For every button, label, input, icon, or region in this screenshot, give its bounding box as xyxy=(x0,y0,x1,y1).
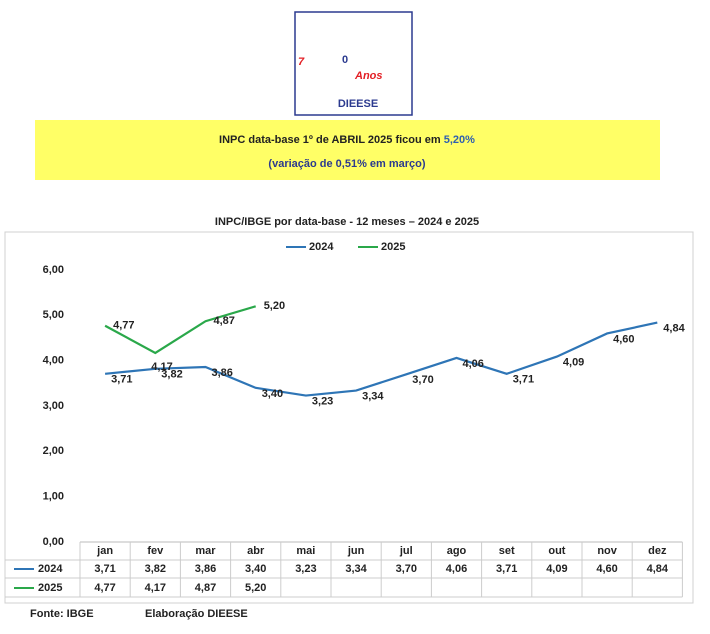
data-label: 3,86 xyxy=(212,367,233,379)
y-tick-label: 1,00 xyxy=(43,491,64,503)
y-tick-label: 0,00 xyxy=(43,536,64,548)
banner-text: INPC data-base 1º de ABRIL 2025 ficou em xyxy=(219,134,444,146)
x-tick-label: jan xyxy=(96,545,113,557)
data-label: 3,71 xyxy=(111,374,132,386)
data-label: 4,17 xyxy=(151,361,172,373)
x-tick-label: jul xyxy=(399,545,413,557)
data-label: 4,84 xyxy=(663,322,685,334)
footer-credit: Elaboração DIEESE xyxy=(145,608,248,620)
table-row-label: 2025 xyxy=(38,582,62,594)
y-tick-label: 3,00 xyxy=(43,400,64,412)
banner xyxy=(35,120,660,180)
data-label: 3,82 xyxy=(161,369,182,381)
y-tick-label: 4,00 xyxy=(43,355,64,367)
data-label: 4,87 xyxy=(214,315,235,327)
data-label: 3,71 xyxy=(513,374,534,386)
y-tick-label: 5,00 xyxy=(43,309,64,321)
legend-label: 2025 xyxy=(381,241,405,253)
table-cell: 3,70 xyxy=(396,563,417,575)
table-row-label: 2024 xyxy=(38,563,63,575)
logo-word: Anos xyxy=(354,70,383,82)
table-cell: 5,20 xyxy=(245,582,266,594)
table-cell: 3,86 xyxy=(195,563,216,575)
data-label: 3,23 xyxy=(312,395,333,407)
table-cell: 4,60 xyxy=(596,563,617,575)
chart-title: INPC/IBGE por data-base - 12 meses – 202… xyxy=(215,216,479,228)
x-tick-label: out xyxy=(548,545,565,557)
banner-line2: (variação de 0,51% em março) xyxy=(268,158,425,170)
table-cell: 4,87 xyxy=(195,582,216,594)
table-cell: 3,40 xyxy=(245,563,266,575)
y-tick-label: 2,00 xyxy=(43,445,64,457)
banner-line1: INPC data-base 1º de ABRIL 2025 ficou em… xyxy=(219,134,475,146)
table-cell: 4,09 xyxy=(546,563,567,575)
footer-source: Fonte: IBGE xyxy=(30,608,94,620)
banner-highlight: 5,20% xyxy=(444,134,475,146)
legend-label: 2024 xyxy=(309,241,334,253)
table-cell: 4,06 xyxy=(446,563,467,575)
x-tick-label: mai xyxy=(296,545,315,557)
logo-frame xyxy=(294,11,413,116)
data-label: 3,70 xyxy=(412,374,433,386)
x-tick-label: jun xyxy=(347,545,365,557)
x-tick-label: nov xyxy=(597,545,617,557)
x-tick-label: set xyxy=(499,545,515,557)
data-label: 4,06 xyxy=(463,358,484,370)
series-line xyxy=(104,305,257,355)
table-cell: 3,71 xyxy=(94,563,115,575)
table-cell: 3,23 xyxy=(295,563,316,575)
x-tick-label: abr xyxy=(247,545,265,557)
logo-digit: 7 xyxy=(298,56,305,68)
table-cell: 3,82 xyxy=(145,563,166,575)
data-label: 5,20 xyxy=(264,300,285,312)
x-tick-label: mar xyxy=(195,545,216,557)
data-label: 4,60 xyxy=(613,333,634,345)
series-line xyxy=(104,321,658,397)
logo-brand: DIEESE xyxy=(338,98,378,110)
data-label: 4,09 xyxy=(563,356,584,368)
data-label: 3,40 xyxy=(262,388,283,400)
x-tick-label: ago xyxy=(447,545,467,557)
chart-frame xyxy=(4,231,694,604)
table-cell: 3,34 xyxy=(345,563,367,575)
x-tick-label: fev xyxy=(147,545,164,557)
logo-digit: 0 xyxy=(342,54,348,66)
data-label: 4,77 xyxy=(113,320,134,332)
x-tick-label: dez xyxy=(648,545,667,557)
table-cell: 4,84 xyxy=(647,563,669,575)
y-tick-label: 6,00 xyxy=(43,264,64,276)
table-cell: 4,77 xyxy=(94,582,115,594)
table-cell: 3,71 xyxy=(496,563,517,575)
table-cell: 4,17 xyxy=(145,582,166,594)
data-label: 3,34 xyxy=(362,390,384,402)
